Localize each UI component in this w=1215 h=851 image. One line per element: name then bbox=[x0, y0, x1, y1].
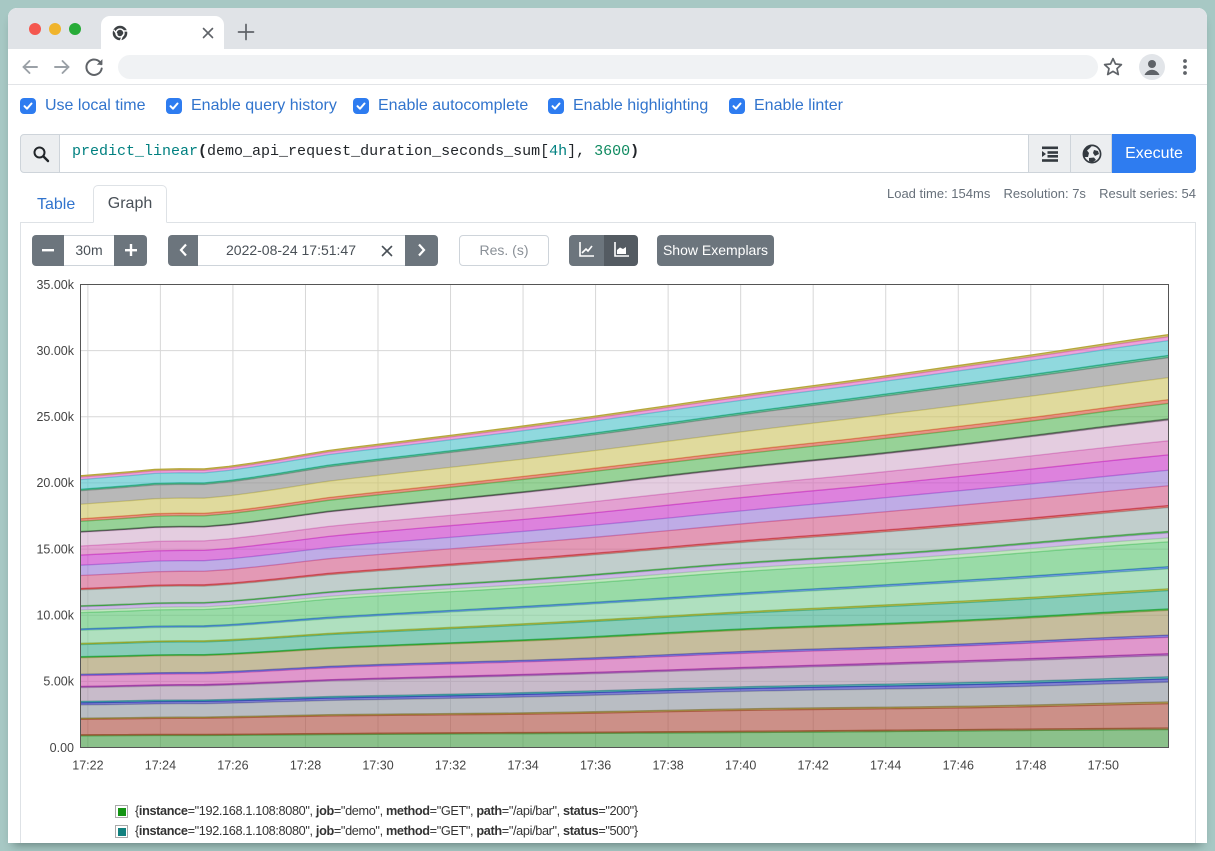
svg-text:17:26: 17:26 bbox=[217, 759, 248, 773]
svg-text:17:36: 17:36 bbox=[580, 759, 611, 773]
svg-text:17:32: 17:32 bbox=[435, 759, 466, 773]
svg-text:17:50: 17:50 bbox=[1088, 759, 1119, 773]
svg-text:0.00: 0.00 bbox=[50, 741, 74, 755]
svg-text:17:40: 17:40 bbox=[725, 759, 756, 773]
svg-text:25.00k: 25.00k bbox=[36, 410, 74, 424]
svg-text:17:30: 17:30 bbox=[362, 759, 393, 773]
svg-text:35.00k: 35.00k bbox=[36, 278, 74, 292]
svg-text:10.00k: 10.00k bbox=[36, 609, 74, 623]
svg-text:17:24: 17:24 bbox=[145, 759, 176, 773]
svg-text:17:38: 17:38 bbox=[652, 759, 683, 773]
svg-text:20.00k: 20.00k bbox=[36, 476, 74, 490]
svg-text:17:28: 17:28 bbox=[290, 759, 321, 773]
svg-text:17:22: 17:22 bbox=[72, 759, 103, 773]
svg-text:17:42: 17:42 bbox=[798, 759, 829, 773]
svg-text:17:34: 17:34 bbox=[507, 759, 538, 773]
svg-text:17:44: 17:44 bbox=[870, 759, 901, 773]
svg-text:30.00k: 30.00k bbox=[36, 344, 74, 358]
svg-text:17:48: 17:48 bbox=[1015, 759, 1046, 773]
svg-text:17:46: 17:46 bbox=[943, 759, 974, 773]
svg-text:15.00k: 15.00k bbox=[36, 542, 74, 556]
svg-text:5.00k: 5.00k bbox=[43, 675, 74, 689]
